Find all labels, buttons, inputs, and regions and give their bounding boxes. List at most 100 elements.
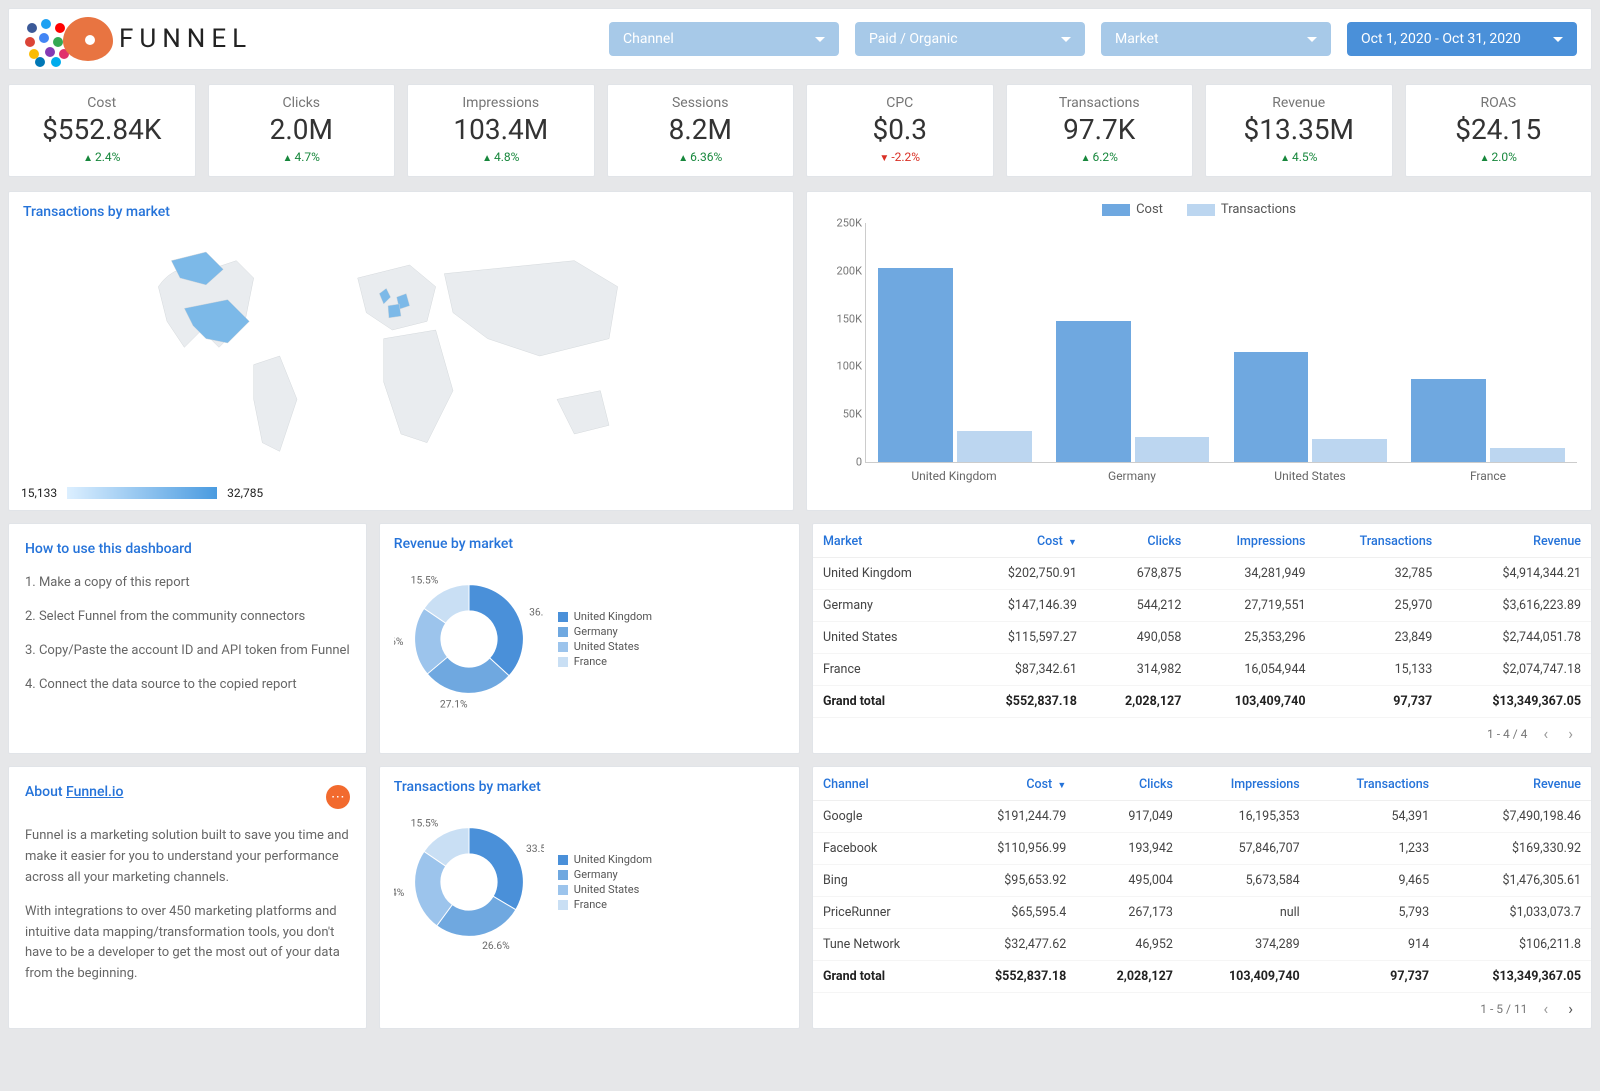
bar[interactable] bbox=[1312, 439, 1387, 462]
bar[interactable] bbox=[1490, 448, 1565, 462]
table-header[interactable]: Market bbox=[813, 524, 962, 558]
donut-legend-item[interactable]: United States bbox=[558, 640, 652, 653]
bar-chart-xlabels: United KingdomGermanyUnited StatesFrance bbox=[865, 463, 1577, 483]
legend-item[interactable]: Cost bbox=[1102, 202, 1163, 217]
filter-channel[interactable]: Channel bbox=[609, 22, 839, 56]
bar[interactable] bbox=[957, 431, 1032, 462]
donut-legend-item[interactable]: United Kingdom bbox=[558, 853, 652, 866]
bar-group[interactable] bbox=[1044, 223, 1222, 462]
donut-legend-item[interactable]: France bbox=[558, 655, 652, 668]
kpi-card[interactable]: Revenue$13.35M▲4.5% bbox=[1205, 84, 1393, 177]
kpi-card[interactable]: Sessions8.2M▲6.36% bbox=[607, 84, 795, 177]
kpi-card[interactable]: Clicks2.0M▲4.7% bbox=[208, 84, 396, 177]
donut-legend-item[interactable]: United States bbox=[558, 883, 652, 896]
table-cell: 23,849 bbox=[1316, 622, 1443, 654]
donut-legend-item[interactable]: Germany bbox=[558, 625, 652, 638]
table-row[interactable]: Tune Network$32,477.6246,952374,289914$1… bbox=[813, 929, 1591, 961]
table-cell: $191,244.79 bbox=[949, 801, 1077, 833]
table-cell: $147,146.39 bbox=[962, 590, 1087, 622]
filter-market-label: Market bbox=[1115, 31, 1159, 47]
bar[interactable] bbox=[878, 268, 953, 462]
donut-transactions-chart[interactable]: 33.5%26.6%24.4%15.5% bbox=[394, 807, 544, 957]
bar-group[interactable] bbox=[1399, 223, 1577, 462]
table-channel-card: ChannelCost ▼ClicksImpressionsTransactio… bbox=[812, 766, 1592, 1029]
donut-legend-item[interactable]: Germany bbox=[558, 868, 652, 881]
table-row[interactable]: Germany$147,146.39544,21227,719,55125,97… bbox=[813, 590, 1591, 622]
table-header[interactable]: Revenue bbox=[1442, 524, 1591, 558]
table-header[interactable]: Clicks bbox=[1087, 524, 1192, 558]
kpi-card[interactable]: ROAS$24.15▲2.0% bbox=[1405, 84, 1593, 177]
y-tick: 250K bbox=[822, 217, 862, 230]
table-row[interactable]: France$87,342.61314,98216,054,94415,133$… bbox=[813, 654, 1591, 686]
bar-chart-legend: Cost Transactions bbox=[821, 202, 1577, 217]
table-market-pager: 1 - 4 / 4 ‹ › bbox=[813, 718, 1591, 753]
table-row[interactable]: Facebook$110,956.99193,94257,846,7071,23… bbox=[813, 833, 1591, 865]
kpi-card[interactable]: CPC$0.3▼-2.2% bbox=[806, 84, 994, 177]
table-header[interactable]: Transactions bbox=[1316, 524, 1443, 558]
filter-paid-organic[interactable]: Paid / Organic bbox=[855, 22, 1085, 56]
table-channel-prev[interactable]: ‹ bbox=[1539, 999, 1552, 1018]
bar-group[interactable] bbox=[866, 223, 1044, 462]
howto-card: How to use this dashboard 1. Make a copy… bbox=[8, 523, 367, 754]
world-map[interactable] bbox=[9, 226, 793, 486]
x-label: Germany bbox=[1043, 463, 1221, 483]
table-row[interactable]: Google$191,244.79917,04916,195,35354,391… bbox=[813, 801, 1591, 833]
donut-slice[interactable] bbox=[469, 585, 523, 676]
donut-slice-label: 33.5% bbox=[526, 842, 544, 855]
about-link[interactable]: Funnel.io bbox=[66, 784, 123, 800]
donut-legend-item[interactable]: United Kingdom bbox=[558, 610, 652, 623]
filter-date-range[interactable]: Oct 1, 2020 - Oct 31, 2020 bbox=[1347, 22, 1577, 56]
kpi-card[interactable]: Impressions103.4M▲4.8% bbox=[407, 84, 595, 177]
chevron-down-icon bbox=[1307, 37, 1317, 42]
table-row[interactable]: Bing$95,653.92495,0045,673,5849,465$1,47… bbox=[813, 865, 1591, 897]
y-tick: 150K bbox=[822, 312, 862, 325]
table-cell: 54,391 bbox=[1310, 801, 1439, 833]
filter-date-range-label: Oct 1, 2020 - Oct 31, 2020 bbox=[1361, 31, 1521, 47]
donut-transactions-title: Transactions by market bbox=[380, 767, 799, 801]
table-cell: 5,673,584 bbox=[1183, 865, 1310, 897]
table-total-row: Grand total$552,837.182,028,127103,409,7… bbox=[813, 686, 1591, 718]
sort-caret-icon: ▼ bbox=[1068, 538, 1077, 548]
donut-legend-item[interactable]: France bbox=[558, 898, 652, 911]
table-market-next[interactable]: › bbox=[1564, 724, 1577, 743]
table-header[interactable]: Cost ▼ bbox=[962, 524, 1087, 558]
bar[interactable] bbox=[1056, 321, 1131, 462]
table-cell: 5,793 bbox=[1310, 897, 1439, 929]
donut-slice[interactable] bbox=[469, 828, 523, 910]
table-channel-next[interactable]: › bbox=[1564, 999, 1577, 1018]
table-header[interactable]: Channel bbox=[813, 767, 949, 801]
table-market[interactable]: MarketCost ▼ClicksImpressionsTransaction… bbox=[813, 524, 1591, 718]
table-cell: 15,133 bbox=[1316, 654, 1443, 686]
map-region-fr[interactable] bbox=[388, 304, 401, 318]
bar-chart-plot[interactable]: 050K100K150K200K250K bbox=[865, 223, 1577, 463]
table-channel[interactable]: ChannelCost ▼ClicksImpressionsTransactio… bbox=[813, 767, 1591, 993]
table-header[interactable]: Impressions bbox=[1191, 524, 1315, 558]
table-cell: $13,349,367.05 bbox=[1439, 961, 1591, 993]
table-header[interactable]: Transactions bbox=[1310, 767, 1439, 801]
legend-item[interactable]: Transactions bbox=[1187, 202, 1296, 217]
y-tick: 200K bbox=[822, 264, 862, 277]
donut-revenue-chart[interactable]: 36.8%27.1%20.6%15.5% bbox=[394, 564, 544, 714]
kpi-card[interactable]: Cost$552.84K▲2.4% bbox=[8, 84, 196, 177]
table-row[interactable]: United Kingdom$202,750.91678,87534,281,9… bbox=[813, 558, 1591, 590]
filter-market[interactable]: Market bbox=[1101, 22, 1331, 56]
bar[interactable] bbox=[1135, 437, 1210, 462]
bar-group[interactable] bbox=[1222, 223, 1400, 462]
filter-paid-organic-label: Paid / Organic bbox=[869, 31, 958, 47]
table-header[interactable]: Revenue bbox=[1439, 767, 1591, 801]
table-cell: 914 bbox=[1310, 929, 1439, 961]
donut-revenue-card: Revenue by market 36.8%27.1%20.6%15.5% U… bbox=[379, 523, 800, 754]
table-header[interactable]: Cost ▼ bbox=[949, 767, 1077, 801]
table-cell: $95,653.92 bbox=[949, 865, 1077, 897]
table-header[interactable]: Clicks bbox=[1076, 767, 1183, 801]
table-row[interactable]: PriceRunner$65,595.4267,173null5,793$1,0… bbox=[813, 897, 1591, 929]
table-header[interactable]: Impressions bbox=[1183, 767, 1310, 801]
table-cell: 2,028,127 bbox=[1087, 686, 1192, 718]
table-cell: 16,054,944 bbox=[1191, 654, 1315, 686]
table-row[interactable]: United States$115,597.27490,05825,353,29… bbox=[813, 622, 1591, 654]
kpi-card[interactable]: Transactions97.7K▲6.2% bbox=[1006, 84, 1194, 177]
bar[interactable] bbox=[1234, 352, 1309, 463]
table-market-prev[interactable]: ‹ bbox=[1539, 724, 1552, 743]
more-icon[interactable]: ⋯ bbox=[326, 785, 350, 809]
bar[interactable] bbox=[1411, 379, 1486, 462]
